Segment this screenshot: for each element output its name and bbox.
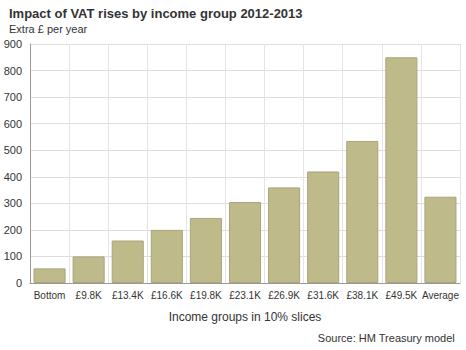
svg-text:£19.8K: £19.8K (190, 290, 222, 301)
svg-text:Average: Average (422, 290, 460, 301)
svg-text:£16.6K: £16.6K (151, 290, 183, 301)
svg-text:£13.4K: £13.4K (112, 290, 144, 301)
svg-text:Impact of VAT rises by income: Impact of VAT rises by income group 2012… (9, 6, 303, 21)
svg-text:900: 900 (4, 38, 22, 50)
svg-text:400: 400 (4, 171, 22, 183)
svg-text:£9.8K: £9.8K (76, 290, 102, 301)
svg-text:500: 500 (4, 144, 22, 156)
svg-text:700: 700 (4, 91, 22, 103)
svg-text:Income groups in 10% slices: Income groups in 10% slices (169, 310, 322, 324)
svg-text:Extra £ per year: Extra £ per year (9, 23, 88, 35)
svg-text:200: 200 (4, 224, 22, 236)
svg-text:0: 0 (16, 277, 22, 289)
svg-text:Bottom: Bottom (34, 290, 66, 301)
svg-text:300: 300 (4, 197, 22, 209)
svg-text:£23.1K: £23.1K (229, 290, 261, 301)
svg-text:£26.9K: £26.9K (268, 290, 300, 301)
svg-text:£38.1K: £38.1K (346, 290, 378, 301)
svg-text:800: 800 (4, 65, 22, 77)
svg-text:Source: HM Treasury model: Source: HM Treasury model (318, 332, 455, 344)
svg-text:100: 100 (4, 250, 22, 262)
svg-text:£31.6K: £31.6K (307, 290, 339, 301)
svg-text:600: 600 (4, 118, 22, 130)
svg-text:£49.5K: £49.5K (386, 290, 418, 301)
